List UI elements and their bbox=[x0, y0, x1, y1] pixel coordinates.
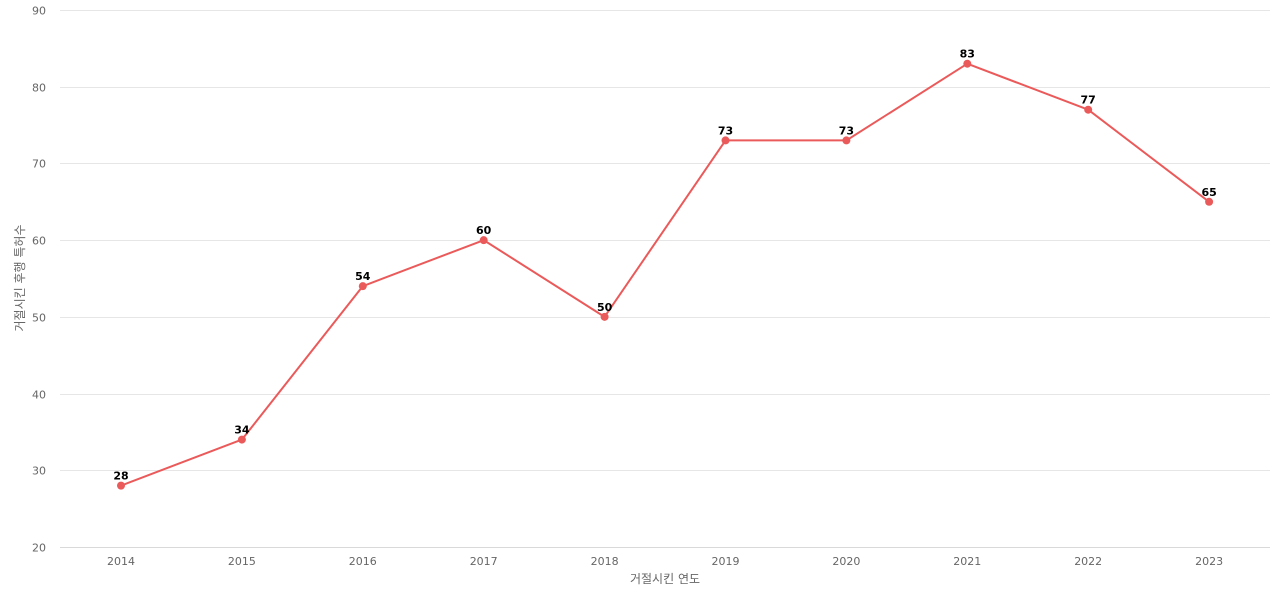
series-line-layer bbox=[120, 62, 1211, 487]
y-tick-label: 30 bbox=[32, 465, 46, 478]
x-tick-label: 2022 bbox=[1074, 555, 1102, 568]
x-tick-label: 2020 bbox=[832, 555, 860, 568]
y-tick-label: 90 bbox=[32, 5, 46, 18]
data-point bbox=[358, 282, 367, 291]
data-label: 73 bbox=[839, 124, 854, 137]
data-label: 34 bbox=[234, 424, 250, 437]
data-point bbox=[963, 59, 972, 68]
x-tick-label: 2021 bbox=[953, 555, 981, 568]
y-tick-label: 60 bbox=[32, 235, 46, 248]
x-tick-label: 2019 bbox=[712, 555, 740, 568]
data-label: 73 bbox=[718, 124, 733, 137]
y-axis-title: 거절시킨 후행 특허수 bbox=[12, 225, 27, 332]
x-tick-label: 2023 bbox=[1195, 555, 1223, 568]
data-point bbox=[842, 136, 851, 145]
data-point bbox=[479, 236, 488, 245]
data-label: 77 bbox=[1081, 94, 1096, 107]
data-label: 83 bbox=[960, 48, 975, 61]
data-point bbox=[1205, 197, 1214, 206]
x-tick-label: 2017 bbox=[470, 555, 498, 568]
y-tick-label: 70 bbox=[32, 158, 46, 171]
x-axis-title: 거절시킨 연도 bbox=[630, 572, 700, 586]
data-point bbox=[721, 136, 730, 145]
x-tick-label: 2014 bbox=[107, 555, 135, 568]
data-point bbox=[237, 435, 246, 444]
data-label: 60 bbox=[476, 224, 492, 237]
x-tick-label: 2016 bbox=[349, 555, 377, 568]
data-point bbox=[600, 312, 609, 321]
data-label: 65 bbox=[1201, 186, 1216, 199]
grid-lines bbox=[60, 10, 1270, 548]
y-tick-label: 50 bbox=[32, 312, 46, 325]
x-tick-label: 2015 bbox=[228, 555, 256, 568]
x-tick-labels: 2014 2015 2016 2017 2018 2019 2020 2021 2022 2023 bbox=[107, 555, 1223, 568]
data-points bbox=[117, 59, 1214, 490]
data-label: 50 bbox=[597, 301, 613, 314]
y-tick-label: 20 bbox=[32, 542, 46, 555]
y-tick-label: 80 bbox=[32, 82, 46, 95]
y-tick-label: 40 bbox=[32, 389, 46, 402]
data-point bbox=[1084, 105, 1093, 114]
y-tick-labels: 20 30 40 50 60 70 80 90 bbox=[32, 5, 46, 555]
series-line bbox=[120, 62, 1211, 487]
data-point bbox=[117, 481, 125, 490]
data-label: 28 bbox=[113, 470, 128, 483]
data-label: 54 bbox=[355, 270, 371, 283]
data-labels: 28 34 54 60 50 73 73 83 77 65 bbox=[113, 48, 1216, 483]
x-tick-label: 2018 bbox=[591, 555, 619, 568]
